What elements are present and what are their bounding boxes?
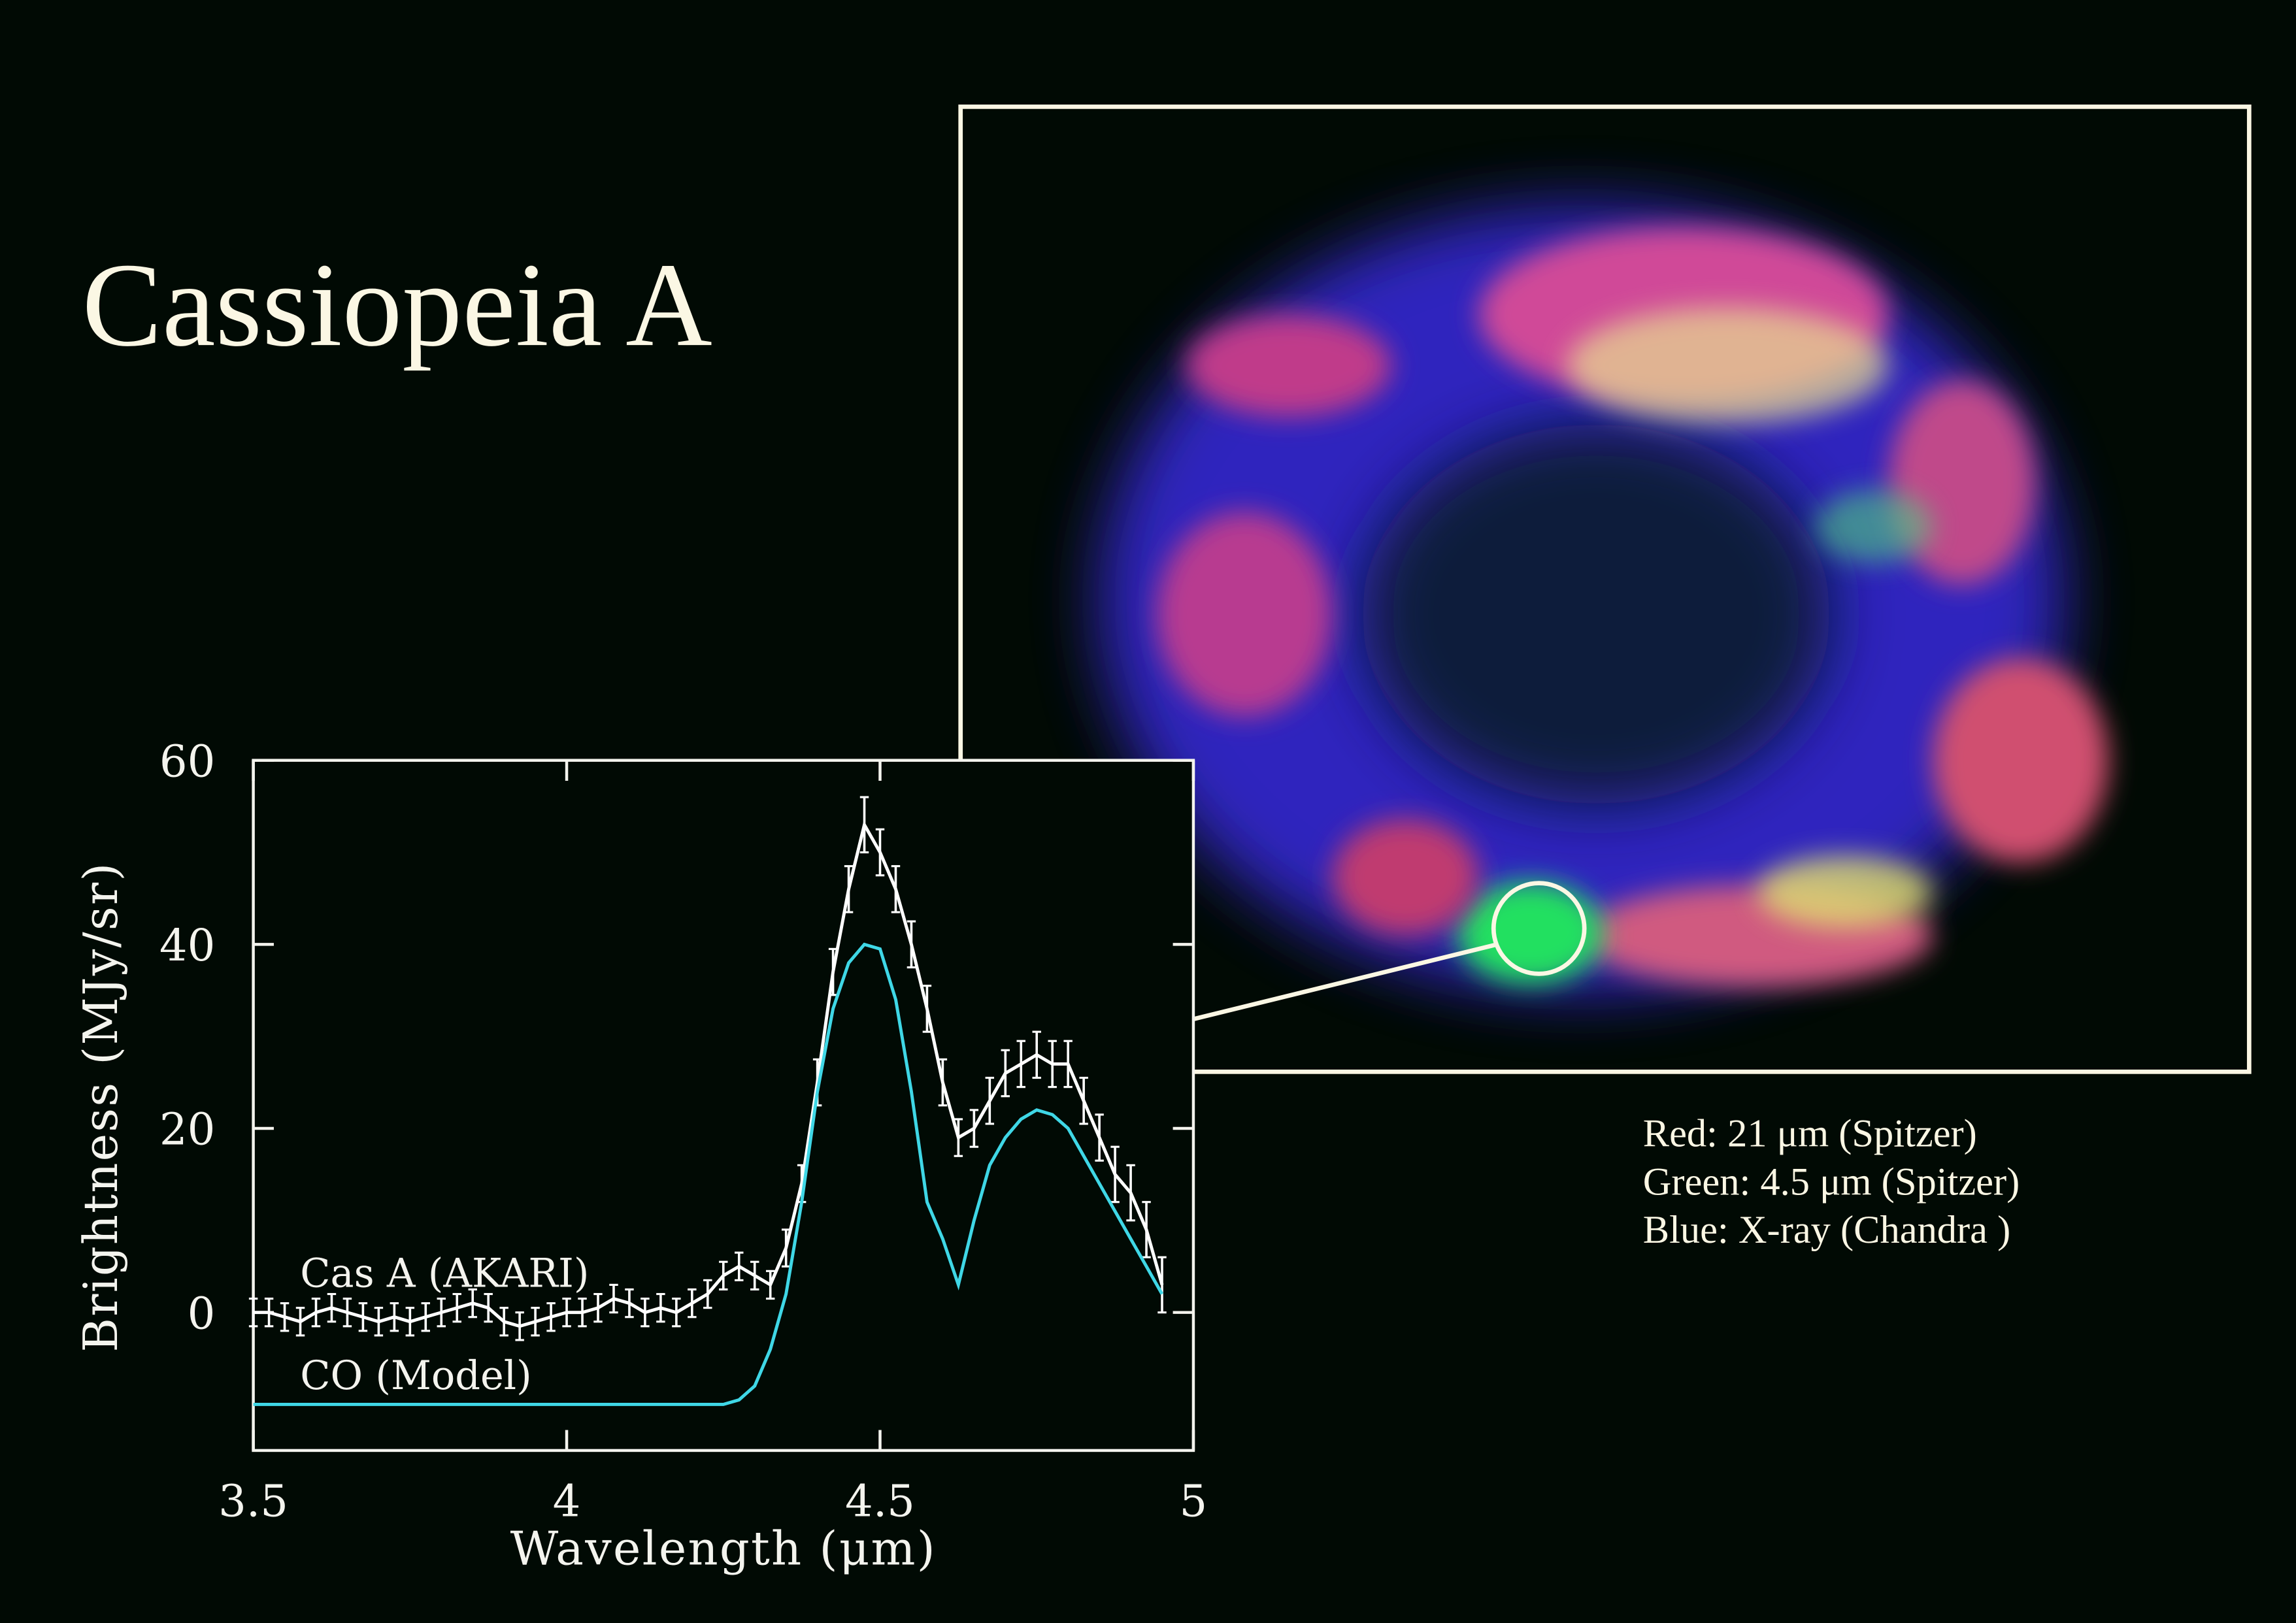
- series-line: [253, 942, 1164, 1406]
- x-tick-label: 5: [1180, 1476, 1208, 1527]
- x-tick-label: 4: [553, 1476, 581, 1527]
- caption-line: Red: 21 μm (Spitzer): [1643, 1111, 1977, 1155]
- y-axis-label: Brightness (MJy/sr): [73, 861, 128, 1352]
- connector-line: [1193, 942, 1497, 1022]
- y-tick-label: 60: [159, 736, 216, 787]
- plot-area: [252, 759, 1195, 1452]
- legend-label: Cas A (AKARI): [300, 1251, 589, 1296]
- nebula-image: [1098, 205, 2109, 994]
- chart-title: Cassiopeia A: [82, 238, 712, 371]
- y-tick-label: 20: [159, 1104, 216, 1155]
- x-axis-label: Wavelength (μm): [510, 1521, 937, 1576]
- legend-label: CO (Model): [300, 1353, 531, 1399]
- image-frame: [958, 105, 2252, 1074]
- y-tick-label: 0: [188, 1288, 216, 1339]
- x-tick-label: 3.5: [218, 1476, 288, 1527]
- caption-line: Green: 4.5 μm (Spitzer): [1643, 1160, 2020, 1204]
- plot: 3.5 4 4.5 5 0 20 40 60 Cas A (AKARI) CO (Model): [159, 736, 1208, 1526]
- caption-line: Blue: X-ray (Chandra ): [1643, 1208, 2011, 1252]
- region-circle: [1491, 881, 1587, 976]
- y-tick-label: 40: [159, 920, 216, 971]
- x-tick-label: 4.5: [845, 1476, 915, 1527]
